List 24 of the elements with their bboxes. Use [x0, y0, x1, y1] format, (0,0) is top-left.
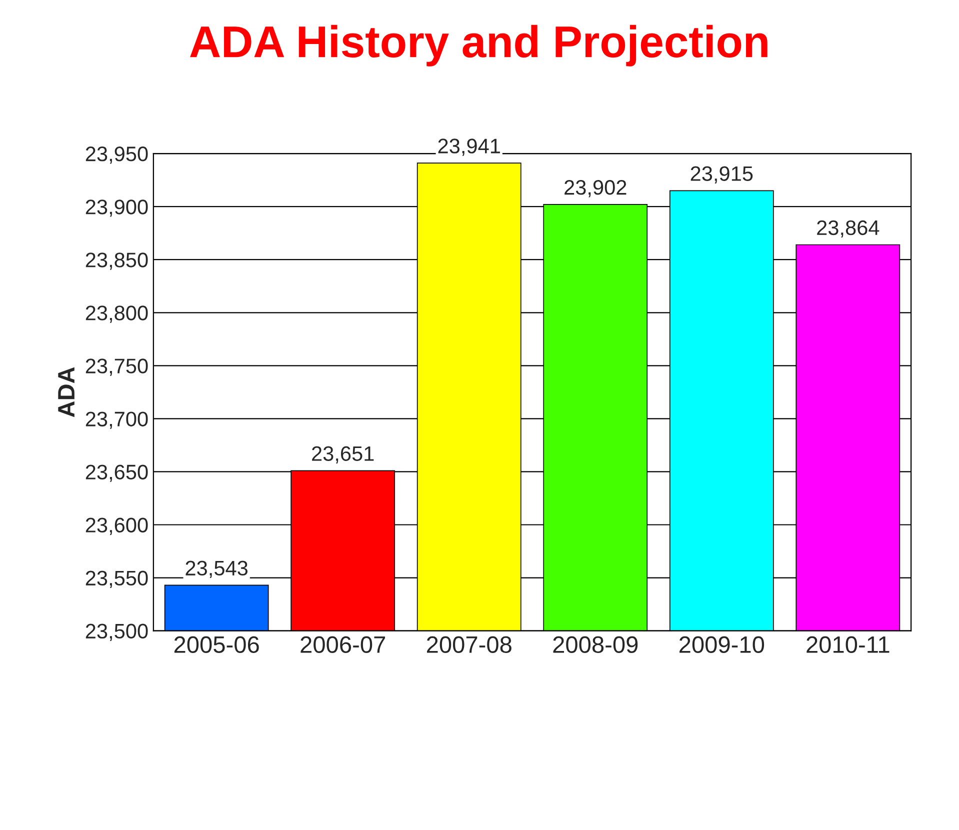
- x-tick-label: 2007-08: [426, 636, 512, 654]
- y-tick-label: 23,500: [86, 624, 148, 642]
- data-label: 23,915: [690, 166, 753, 184]
- data-label: 23,941: [438, 138, 500, 156]
- data-label: 23,902: [564, 180, 626, 198]
- y-tick-label: 23,800: [86, 306, 148, 323]
- y-tick-label: 23,900: [86, 200, 148, 217]
- x-tick-label: 2008-09: [553, 636, 638, 654]
- data-label: 23,651: [312, 446, 374, 464]
- chart-title: ADA History and Projection: [190, 24, 768, 66]
- x-tick-label: 2006-07: [300, 636, 385, 654]
- y-tick-label: 23,850: [86, 252, 148, 270]
- x-tick-label: 2009-10: [680, 636, 764, 654]
- x-tick-label: 2005-06: [174, 636, 259, 654]
- data-label: 23,864: [817, 220, 880, 238]
- y-axis-title: ADA: [58, 367, 74, 418]
- data-label: 23,543: [186, 560, 248, 578]
- y-tick-label: 23,600: [86, 518, 148, 535]
- y-tick-label: 23,700: [86, 412, 148, 429]
- y-tick-label: 23,650: [86, 464, 148, 482]
- y-tick-label: 23,750: [86, 358, 148, 376]
- y-tick-label: 23,950: [86, 146, 148, 164]
- x-tick-label: 2010-11: [806, 636, 890, 654]
- y-tick-label: 23,550: [86, 570, 148, 588]
